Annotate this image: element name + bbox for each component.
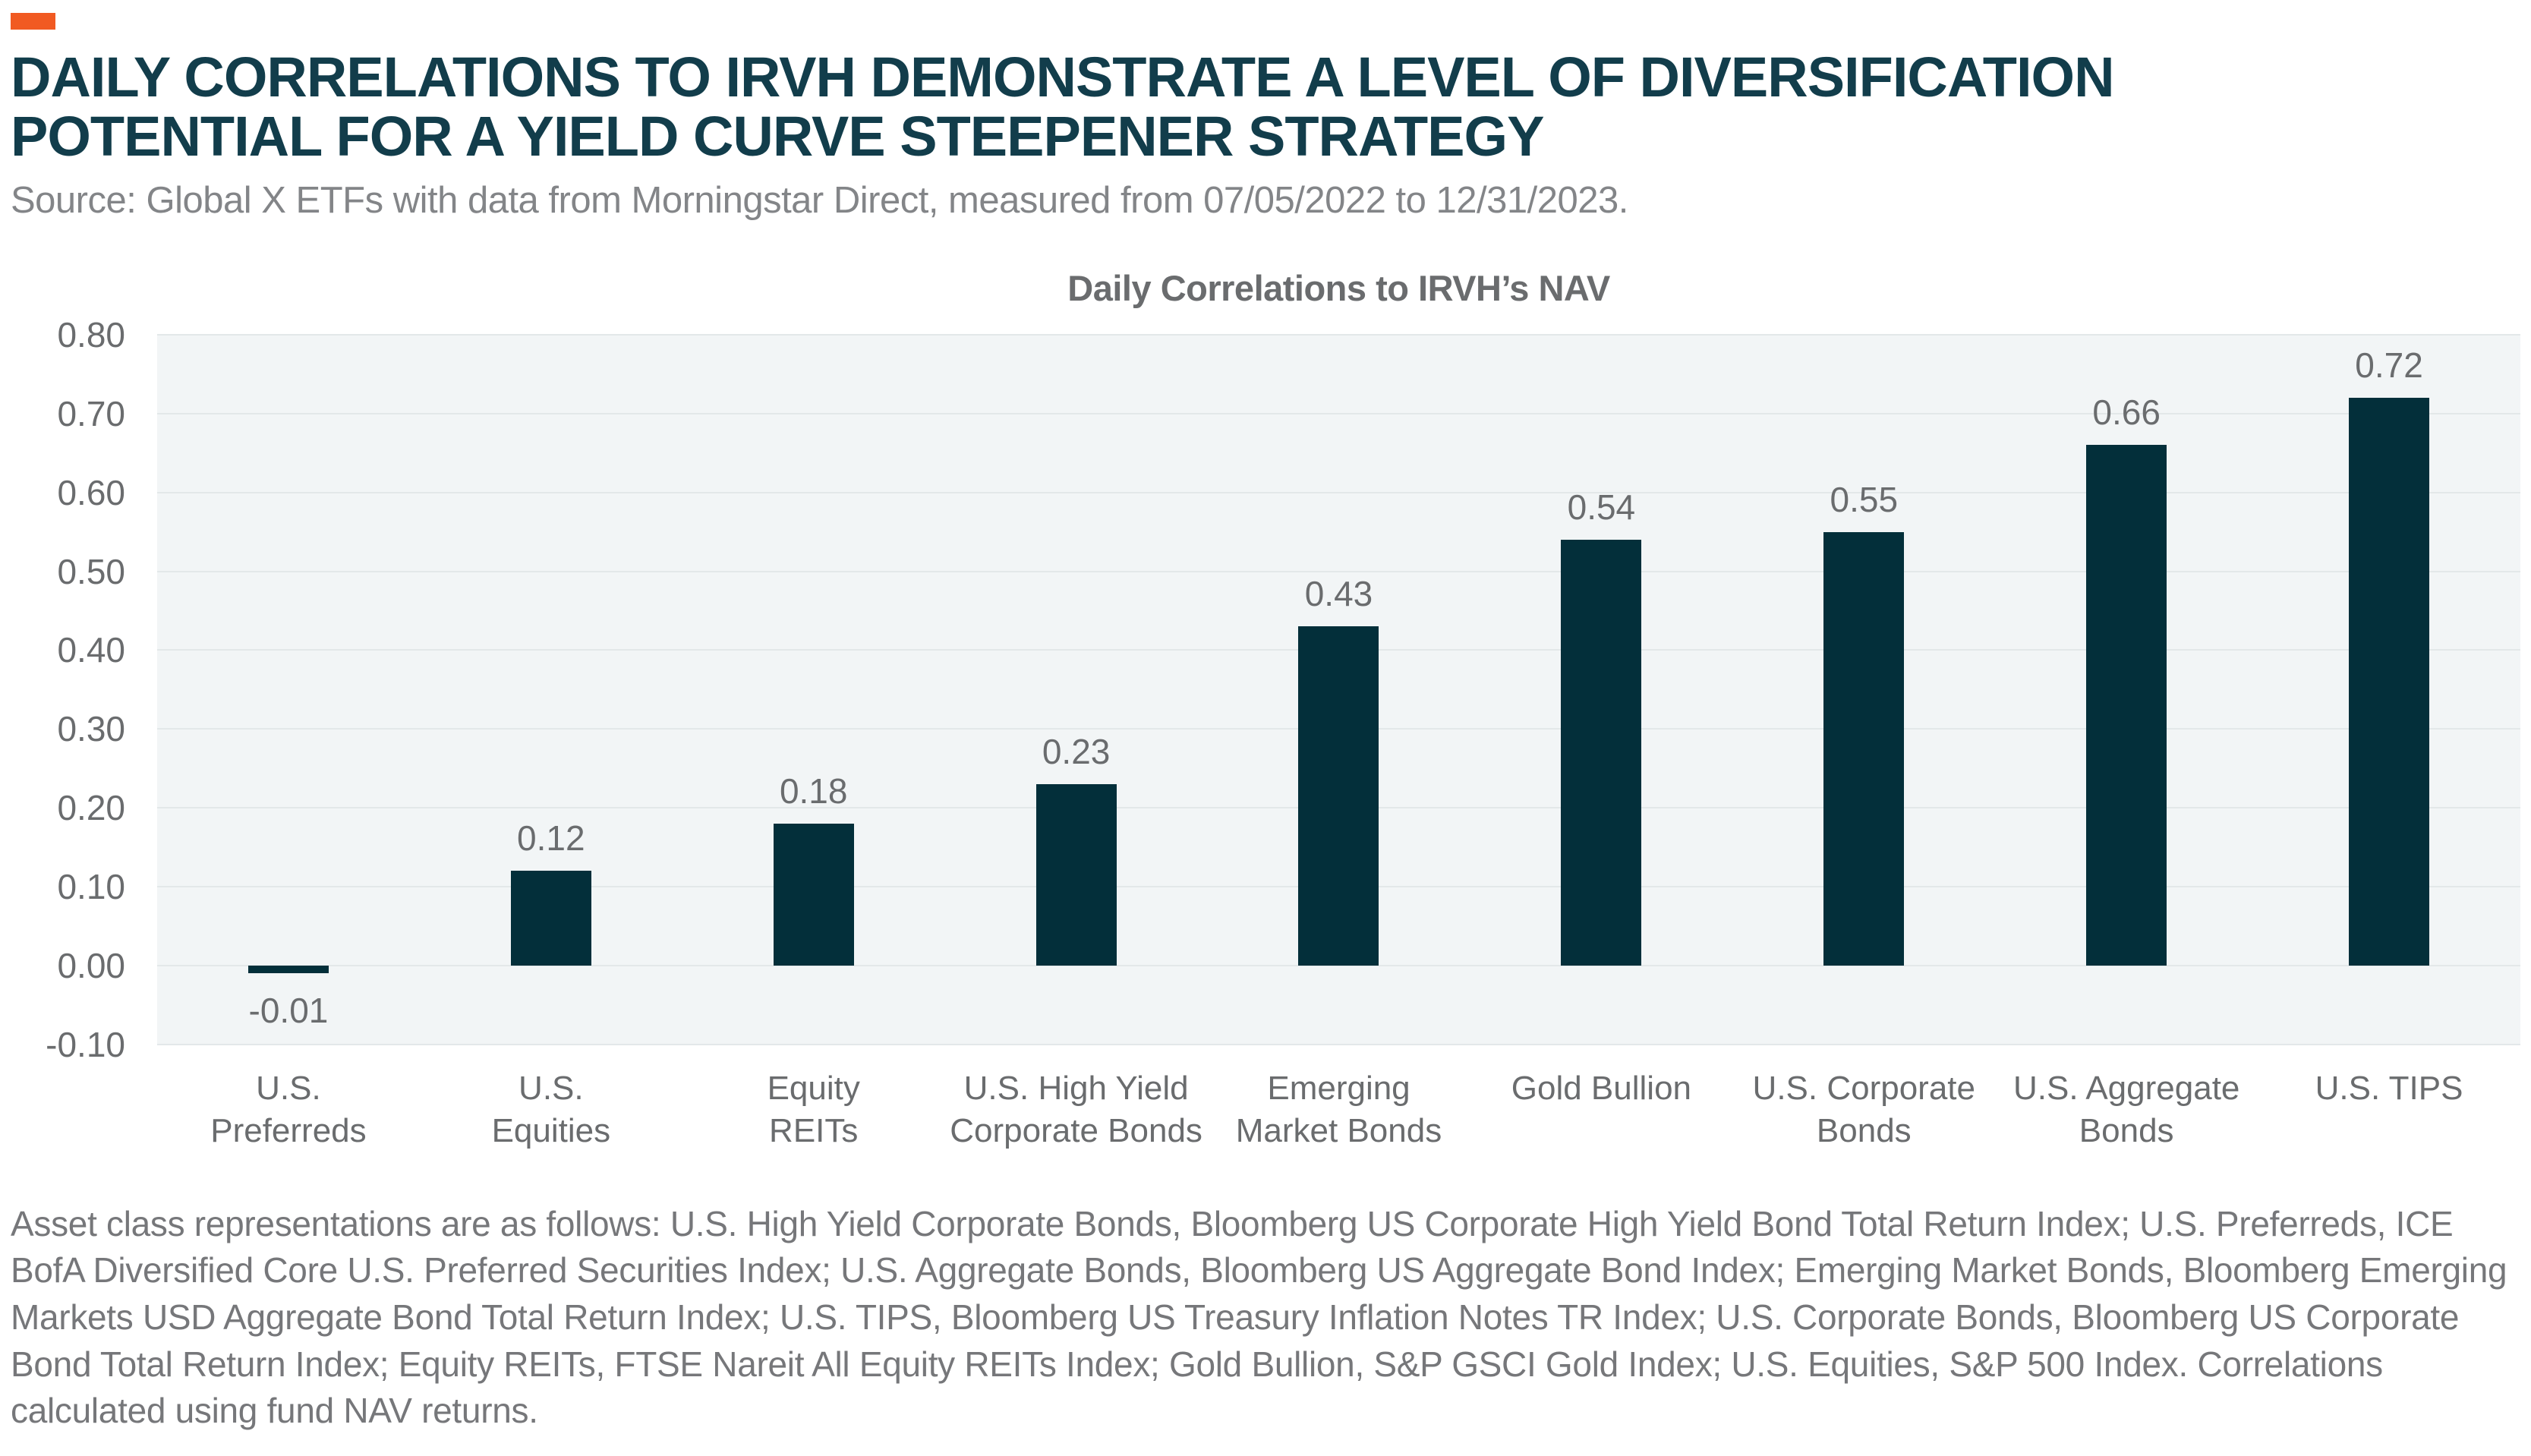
y-tick-label: 0.20	[57, 788, 125, 828]
chart-body: 0.80 0.70 0.60 0.50 0.40 0.30 0.20 0.10 0.00 -0.1…	[11, 315, 2520, 1064]
source-note: Source: Global X ETFs with data from Mor…	[11, 179, 1628, 221]
y-tick-label: 0.40	[57, 630, 125, 670]
y-axis: 0.80 0.70 0.60 0.50 0.40 0.30 0.20 0.10 0.00 -0.1…	[11, 315, 157, 1064]
y-tick-label: 0.60	[57, 472, 125, 512]
bar-slot: 0.23	[945, 335, 1208, 1045]
bar	[1298, 626, 1379, 966]
x-category-label: U.S. Equities	[491, 1069, 611, 1149]
bar-slot: 0.55	[1732, 335, 1995, 1045]
bar	[1035, 784, 1117, 966]
brand-accent-bar	[11, 13, 55, 30]
plot-area: -0.01 0.12 0.18 0.23 0.43 0.54 0.55 0.66 0.72	[157, 333, 2520, 1045]
bar	[247, 966, 329, 974]
bar-value-label: -0.01	[248, 991, 329, 1031]
bar	[2086, 445, 2167, 966]
bar-slot: 0.54	[1470, 335, 1732, 1045]
bar-value-label: 0.55	[1830, 479, 1899, 519]
x-category-label: Equity REITs	[767, 1069, 860, 1149]
bar-value-label: 0.12	[517, 818, 585, 859]
x-category-label: U.S. High Yield Corporate Bonds	[950, 1069, 1202, 1149]
bar	[1561, 540, 1642, 966]
gridline	[157, 491, 2520, 493]
bar-value-label: 0.43	[1304, 574, 1373, 614]
y-tick-label: -0.10	[46, 1024, 125, 1064]
bar	[1823, 531, 1905, 966]
chart-title: Daily Correlations to IRVH’s NAV	[1067, 267, 1610, 308]
x-category-label: U.S. TIPS	[2315, 1069, 2463, 1107]
x-category-label: Emerging Market Bonds	[1235, 1069, 1442, 1149]
bar-slot: 0.43	[1208, 335, 1470, 1045]
x-category-label: U.S. Aggregate Bonds	[2013, 1069, 2240, 1149]
bar-value-label: 0.66	[2092, 392, 2161, 433]
footnote: Asset class representations are as follo…	[11, 1203, 2507, 1431]
x-category-label: U.S. Corporate Bonds	[1752, 1069, 1976, 1149]
gridline	[157, 570, 2520, 572]
gridline	[157, 333, 2520, 336]
bar-slot: 0.66	[1995, 335, 2258, 1045]
x-category-label: Gold Bullion	[1511, 1069, 1692, 1107]
x-axis-labels: U.S. Preferreds U.S. Equities Equity REITs…	[157, 1067, 2520, 1152]
bar-slot: 0.72	[2258, 335, 2520, 1045]
bar	[510, 871, 591, 966]
bar-value-label: 0.72	[2355, 345, 2423, 385]
bar	[2349, 398, 2430, 966]
bar-value-label: 0.54	[1567, 487, 1636, 527]
y-tick-label: 0.80	[57, 314, 125, 355]
gridline	[157, 1043, 2520, 1045]
x-category-label: U.S. Preferreds	[210, 1069, 367, 1149]
y-tick-label: 0.50	[57, 551, 125, 591]
bar-slot: 0.18	[682, 335, 945, 1045]
y-tick-label: 0.10	[57, 867, 125, 907]
page-title: DAILY CORRELATIONS TO IRVH DEMONSTRATE A…	[11, 46, 2115, 169]
bar	[773, 824, 854, 966]
bar-slot: 0.12	[420, 335, 682, 1045]
bar-chart: Daily Correlations to IRVH’s NAV 0.80 0.7…	[11, 267, 2520, 1152]
gridline	[157, 412, 2520, 414]
bar-slot: -0.01	[157, 335, 420, 1045]
bar-value-label: 0.18	[779, 771, 848, 811]
y-tick-label: 0.30	[57, 709, 125, 749]
bar-value-label: 0.23	[1042, 732, 1111, 772]
y-tick-label: 0.00	[57, 945, 125, 985]
y-tick-label: 0.70	[57, 393, 125, 433]
